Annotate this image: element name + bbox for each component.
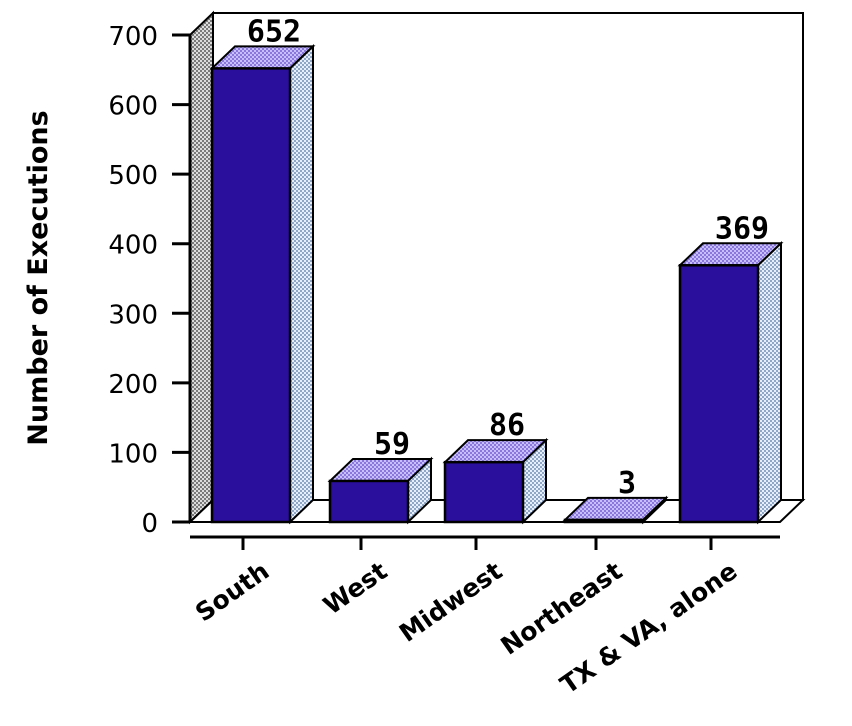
y-tick-label: 300 — [108, 300, 158, 330]
x-tick-label: Midwest — [394, 556, 508, 648]
bar — [209, 44, 316, 525]
y-tick-label: 0 — [141, 509, 158, 539]
y-axis: 0 100 200 300 400 500 600 700 — [108, 22, 192, 539]
bar-side-face — [757, 240, 782, 525]
y-tick-label: 200 — [108, 370, 158, 400]
bar — [677, 240, 784, 525]
bar-front-face — [678, 264, 760, 524]
bar-front-face — [210, 67, 292, 524]
y-tick-label: 600 — [108, 92, 158, 122]
x-tick-label: West — [318, 556, 392, 620]
y-tick-label: 400 — [108, 231, 158, 261]
bar-front-face — [328, 479, 410, 524]
data-label: 59 — [374, 427, 410, 462]
data-label: 3 — [618, 466, 636, 501]
y-tick-label: 700 — [108, 22, 158, 52]
x-tick-label: South — [190, 556, 274, 627]
data-label: 369 — [715, 211, 769, 246]
bar-front-face — [443, 460, 525, 524]
y-tick-label: 500 — [108, 161, 158, 191]
bar — [442, 437, 549, 525]
y-tick-label: 100 — [108, 439, 158, 469]
left-wall — [189, 10, 214, 525]
bar-side-face — [289, 44, 314, 525]
bar — [327, 456, 434, 525]
bars: 652 59 86 3 369 — [209, 14, 784, 525]
bar-front-face — [563, 518, 645, 524]
data-label: 652 — [247, 14, 301, 49]
data-label: 86 — [489, 408, 525, 443]
y-axis-title: Number of Executions — [23, 110, 54, 445]
bar — [562, 495, 669, 525]
